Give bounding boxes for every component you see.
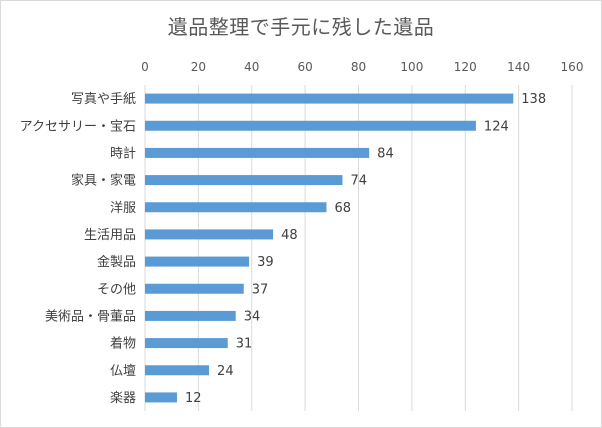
data-label: 84 bbox=[377, 146, 394, 161]
bar bbox=[145, 93, 514, 104]
bar bbox=[145, 229, 274, 240]
x-tick-label: 100 bbox=[400, 60, 423, 74]
x-tick-label: 160 bbox=[561, 60, 584, 74]
data-label: 68 bbox=[334, 201, 351, 216]
bar bbox=[145, 120, 476, 131]
category-label: 美術品・骨董品 bbox=[45, 309, 136, 324]
data-label: 37 bbox=[252, 282, 269, 297]
category-label: 楽器 bbox=[110, 390, 136, 406]
x-tick-label: 40 bbox=[244, 60, 259, 74]
category-label: 時計 bbox=[110, 145, 136, 161]
category-label: 写真や手紙 bbox=[71, 92, 136, 107]
x-tick-label: 0 bbox=[141, 60, 149, 74]
x-tick-label: 140 bbox=[507, 60, 530, 74]
bar bbox=[145, 365, 210, 376]
bar bbox=[145, 175, 343, 186]
data-label: 31 bbox=[236, 337, 253, 352]
data-label: 12 bbox=[185, 391, 202, 406]
data-label: 48 bbox=[281, 228, 298, 243]
x-tick-label: 20 bbox=[191, 60, 206, 74]
gridlines bbox=[144, 85, 573, 411]
x-tick-label: 120 bbox=[454, 60, 477, 74]
bar bbox=[145, 310, 236, 321]
data-label: 24 bbox=[217, 364, 234, 379]
data-label: 34 bbox=[244, 309, 261, 324]
category-label: その他 bbox=[97, 282, 136, 297]
category-label: 着物 bbox=[110, 336, 136, 352]
category-label: 金製品 bbox=[97, 254, 136, 270]
category-label: 洋服 bbox=[110, 201, 136, 216]
data-label: 39 bbox=[257, 255, 274, 270]
category-label: 生活用品 bbox=[84, 228, 136, 243]
category-labels: 写真や手紙アクセサリー・宝石時計家具・家電洋服生活用品金製品その他美術品・骨董品… bbox=[20, 92, 136, 406]
x-tick-label: 80 bbox=[351, 60, 366, 74]
x-axis-ticks: 0 20 40 60 80 100 120 140 160 bbox=[141, 60, 583, 74]
category-label: 仏壇 bbox=[110, 363, 136, 379]
bar bbox=[145, 338, 228, 349]
bars bbox=[145, 93, 514, 403]
chart-title: 遺品整理で手元に残した遺品 bbox=[167, 15, 435, 39]
category-label: アクセサリー・宝石 bbox=[20, 119, 136, 134]
bar bbox=[145, 147, 370, 158]
category-label: 家具・家電 bbox=[71, 173, 136, 189]
data-label: 124 bbox=[484, 119, 509, 134]
bar bbox=[145, 256, 250, 267]
bar bbox=[145, 202, 327, 213]
data-label: 74 bbox=[350, 174, 367, 189]
bar bbox=[145, 283, 244, 294]
bar bbox=[145, 392, 178, 403]
data-label: 138 bbox=[521, 92, 546, 107]
x-tick-label: 60 bbox=[297, 60, 312, 74]
